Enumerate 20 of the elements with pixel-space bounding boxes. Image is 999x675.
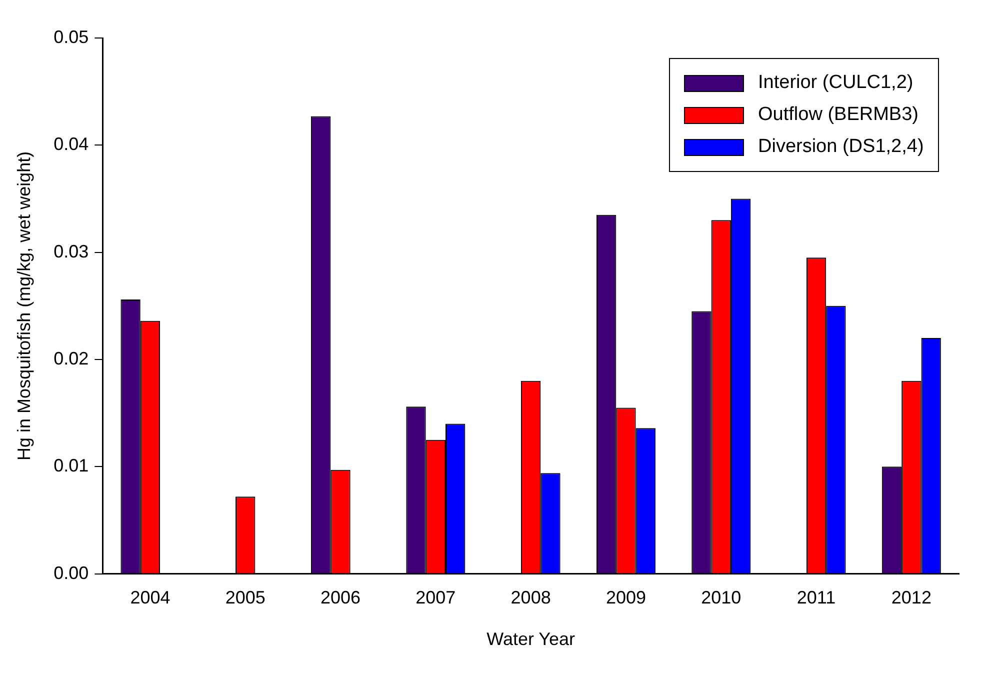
y-tick-label: 0.03 (54, 241, 89, 262)
y-tick-label: 0.04 (54, 134, 89, 154)
y-axis-title: Hg in Mosquitofish (mg/kg, wet weight) (14, 151, 34, 460)
x-tick-label: 2004 (130, 588, 170, 608)
x-tick-label: 2007 (416, 588, 456, 608)
legend-label: Diversion (DS1,2,4) (758, 135, 924, 159)
x-tick-label: 2011 (796, 588, 836, 608)
x-tick-label: 2009 (606, 588, 646, 608)
y-tick-label: 0.02 (54, 348, 89, 368)
x-tick-label: 2006 (320, 588, 361, 608)
y-tick-label: 0.00 (54, 562, 89, 583)
y-tick-label: 0.05 (54, 26, 89, 47)
x-tick-label: 2005 (225, 588, 266, 608)
legend-label: Interior (CULC1,2) (758, 71, 914, 95)
x-tick-label: 2010 (701, 588, 742, 608)
y-tick-label: 0.01 (54, 456, 89, 476)
x-tick-label: 2012 (891, 588, 932, 608)
x-tick-label: 2008 (510, 588, 551, 608)
legend-label: Outflow (BERMB3) (758, 103, 918, 127)
x-axis-title: Water Year (486, 629, 576, 650)
